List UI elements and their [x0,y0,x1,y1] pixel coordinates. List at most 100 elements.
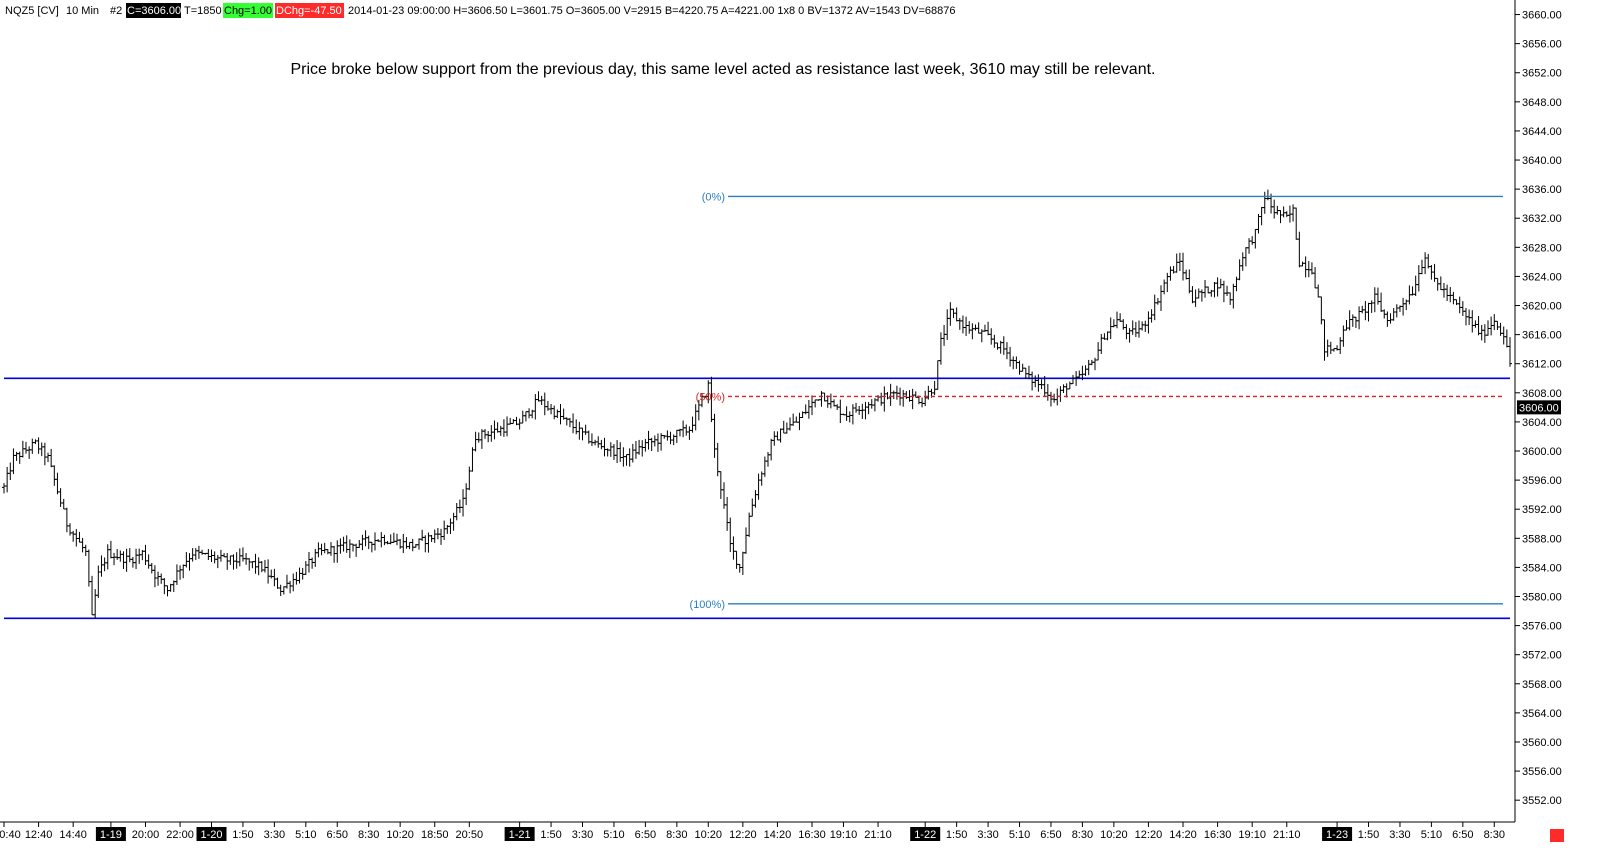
header-close-bg [126,3,181,18]
fib-retracement[interactable]: (0%) (50%) (100%) [690,191,1503,611]
price-bar [1199,289,1204,302]
price-bar [536,391,541,402]
last-price-label: 3606.00 [1519,402,1559,414]
price-bar [171,580,176,593]
price-bar [149,563,154,574]
date-marker [95,827,126,841]
price-bar [838,399,843,424]
price-bar [615,440,620,464]
price-tick-label: 3556.00 [1522,766,1562,778]
price-bar [571,413,576,434]
date-tick-label: 1-21 [509,829,531,841]
level-lines[interactable] [4,377,1510,620]
price-bar [379,532,384,548]
price-tick-label: 3632.00 [1522,213,1562,225]
time-tick-label: 18:50 [421,829,449,841]
price-bar [599,439,604,450]
price-bar [401,533,406,554]
price-bar [297,567,302,584]
price-bar [643,438,648,452]
time-tick-label: 3:30 [977,829,998,841]
time-tick-label: 14:20 [764,829,792,841]
price-bar [46,452,51,463]
price-bar [322,542,327,554]
price-bar [637,439,642,455]
price-bar [775,431,780,441]
price-bar [1067,381,1072,390]
time-tick-label: 12:20 [1135,829,1163,841]
price-bar [964,316,969,336]
price-bar [1221,280,1226,303]
price-bar [473,431,478,452]
price-bar [1391,308,1396,321]
price-bar [1416,265,1421,292]
price-bar [1501,326,1506,345]
price-bar [1030,371,1035,391]
price-bar [1272,199,1277,219]
price-bar [882,386,887,412]
price-bar [1174,253,1179,273]
price-bar [1470,310,1475,333]
price-bar [410,538,415,552]
price-bar [90,575,95,616]
price-bar [542,392,547,416]
price-bar [1140,321,1145,331]
price-bar [17,451,22,464]
price-bar [1504,329,1509,348]
price-bar [960,315,965,334]
price-bar [489,425,494,442]
last-price-bg [1517,400,1561,415]
price-bar [1432,263,1437,282]
price-bar [39,442,44,457]
price-bar [618,442,623,462]
price-bar [863,401,868,420]
price-tick-label: 3576.00 [1522,621,1562,633]
price-bar [1419,259,1424,275]
price-bar [674,429,679,443]
time-tick-label: 6:50 [635,829,656,841]
price-bar [1152,294,1157,321]
price-bar [1413,275,1418,296]
price-bar [505,416,510,437]
price-axis[interactable]: 3660.00 3656.00 3652.00 3648.00 3644.00 3640.… [1515,10,1562,808]
price-bar [1039,379,1044,390]
price-tick-label: 3588.00 [1522,533,1562,545]
price-bar [684,424,689,436]
price-bar [112,552,117,566]
price-bar [1482,324,1487,343]
price-tick-label: 3560.00 [1522,737,1562,749]
price-bar [753,490,758,508]
price-bar [332,545,337,563]
price-bar [523,411,528,422]
price-bar [725,496,730,531]
time-tick-label: 5:10 [1009,829,1030,841]
time-tick-label: 1:50 [540,829,561,841]
corner-marker[interactable] [1550,829,1564,842]
price-bar [1240,252,1245,271]
date-marker [196,827,227,841]
price-bar [275,577,280,589]
price-bar [281,586,286,595]
time-tick-label: 3:30 [572,829,593,841]
time-axis[interactable]: 0:40 12:40 14:40 1-19 20:00 22:00 1-20 1:50 3:30… [0,822,1505,841]
price-bar [1127,328,1132,343]
price-bar [1064,383,1069,398]
price-bar [1218,278,1223,289]
price-bar [200,549,205,555]
price-bar [1225,285,1230,296]
price-bar [115,549,120,560]
price-bar [640,440,645,457]
price-bar [932,380,937,396]
price-bar [1479,324,1484,341]
date-tick-label: 1-20 [200,829,222,841]
time-tick-label: 3:30 [264,829,285,841]
time-tick-label: 19:10 [830,829,858,841]
price-bar [1297,231,1302,268]
price-bar [655,433,660,452]
price-bar [734,550,739,569]
price-bar [564,417,569,426]
price-bar [457,499,462,513]
price-bar [1495,320,1500,330]
price-bar [127,548,132,563]
